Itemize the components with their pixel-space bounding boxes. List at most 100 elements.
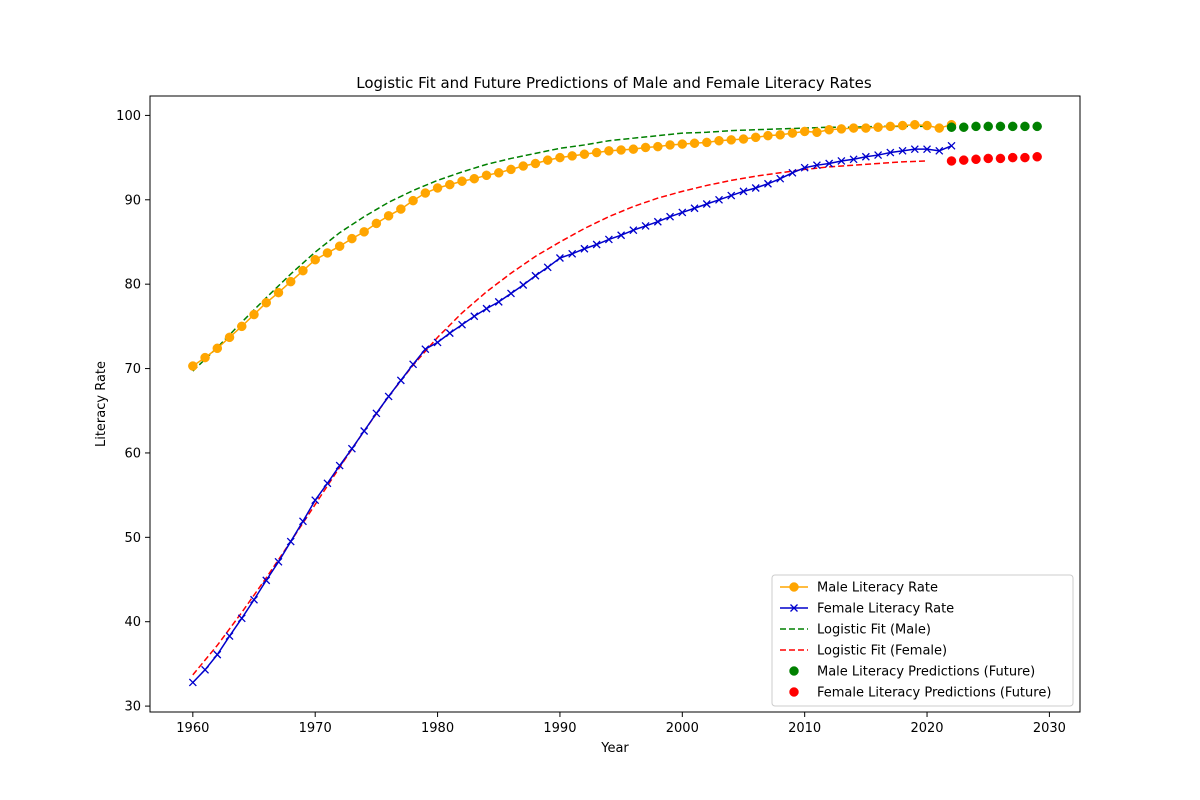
- data-point: [836, 124, 847, 134]
- data-point: [750, 132, 761, 143]
- x-tick-label: 1960: [176, 721, 209, 736]
- data-point: [886, 148, 895, 157]
- legend-marker: [789, 666, 799, 676]
- y-axis-label: Literacy Rate: [94, 361, 109, 447]
- data-point: [469, 173, 480, 184]
- y-tick-label: 90: [124, 193, 141, 208]
- legend-label: Male Literacy Rate: [817, 581, 938, 596]
- data-point: [200, 352, 210, 363]
- data-point: [666, 212, 675, 221]
- data-point: [923, 145, 931, 154]
- y-tick-label: 60: [124, 446, 141, 461]
- data-point: [640, 142, 651, 153]
- data-point: [776, 174, 785, 183]
- data-point: [273, 287, 284, 298]
- data-point: [726, 135, 736, 145]
- data-point: [579, 149, 590, 159]
- data-point: [359, 227, 369, 237]
- data-point: [201, 665, 210, 674]
- data-point: [542, 155, 553, 165]
- data-point: [335, 461, 344, 470]
- data-point: [237, 614, 246, 623]
- data-point: [812, 127, 822, 138]
- data-point: [764, 179, 772, 188]
- data-point: [225, 632, 234, 641]
- data-point: [788, 168, 797, 177]
- legend-item-female-literacy-rate: Female Literacy Rate: [780, 602, 954, 617]
- data-point: [910, 119, 920, 130]
- data-point: [458, 320, 466, 329]
- data-point: [873, 122, 883, 132]
- data-point: [384, 392, 393, 401]
- data-point: [494, 297, 503, 306]
- data-point: [249, 309, 259, 320]
- data-point: [420, 188, 431, 198]
- data-point: [837, 157, 846, 165]
- series-male-literacy-predictions-future: [946, 121, 1042, 132]
- data-point: [580, 244, 589, 253]
- x-axis-label: Year: [600, 741, 629, 756]
- data-point: [995, 121, 1006, 132]
- data-point: [371, 218, 382, 229]
- data-point: [824, 125, 834, 135]
- axes-frame: [149, 95, 1081, 713]
- data-point: [360, 427, 369, 435]
- x-tick-label: 2010: [788, 721, 821, 736]
- data-point: [1007, 121, 1018, 132]
- data-point: [922, 120, 932, 131]
- legend-marker: [789, 687, 799, 697]
- data-point: [445, 329, 454, 338]
- plot-area: [188, 119, 1042, 687]
- x-axis: 1960 1970 1980 1990 2000 2010 2020 2030: [176, 712, 1066, 736]
- data-point: [507, 289, 515, 298]
- y-tick-label: 80: [124, 278, 141, 293]
- series-female-literacy-rate: [188, 141, 956, 687]
- data-point: [299, 517, 307, 526]
- legend: Male Literacy Rate Female Literacy Rate Lo…: [771, 574, 1074, 707]
- y-tick-label: 100: [116, 109, 141, 124]
- data-point: [555, 254, 564, 262]
- series-line: [192, 123, 952, 367]
- data-point: [983, 121, 993, 132]
- series-male-literacy-rate: [188, 119, 957, 371]
- data-point: [983, 153, 993, 164]
- x-tick-label: 1990: [543, 721, 576, 736]
- data-point: [323, 479, 332, 488]
- data-point: [861, 123, 871, 133]
- y-tick-label: 70: [124, 362, 141, 377]
- data-point: [274, 557, 283, 566]
- data-point: [617, 231, 626, 240]
- data-point: [702, 137, 712, 148]
- series-line: [192, 160, 928, 676]
- data-point: [433, 338, 442, 347]
- legend-item-male-literacy-rate: Male Literacy Rate: [780, 581, 938, 596]
- data-point: [261, 297, 271, 308]
- data-point: [861, 152, 870, 161]
- data-point: [825, 159, 834, 168]
- data-point: [739, 187, 748, 196]
- legend-label: Female Literacy Rate: [817, 602, 954, 617]
- data-point: [250, 595, 258, 604]
- data-point: [959, 122, 969, 132]
- data-point: [677, 139, 688, 149]
- data-point: [470, 312, 479, 321]
- legend-label: Female Literacy Predictions (Future): [817, 686, 1051, 701]
- data-point: [591, 147, 602, 158]
- data-point: [555, 152, 565, 163]
- data-point: [763, 130, 773, 141]
- data-point: [445, 179, 455, 190]
- data-point: [653, 141, 663, 152]
- data-point: [530, 158, 541, 169]
- data-point: [347, 233, 357, 244]
- data-point: [1032, 152, 1042, 162]
- series-logistic-fit-male: [192, 125, 928, 372]
- data-point: [432, 183, 443, 193]
- data-point: [653, 217, 662, 226]
- x-tick-label: 1980: [421, 721, 454, 736]
- data-point: [665, 140, 675, 150]
- data-point: [567, 151, 577, 161]
- data-point: [604, 146, 614, 156]
- data-point: [334, 241, 345, 251]
- data-point: [285, 276, 296, 287]
- y-tick-label: 30: [124, 700, 141, 715]
